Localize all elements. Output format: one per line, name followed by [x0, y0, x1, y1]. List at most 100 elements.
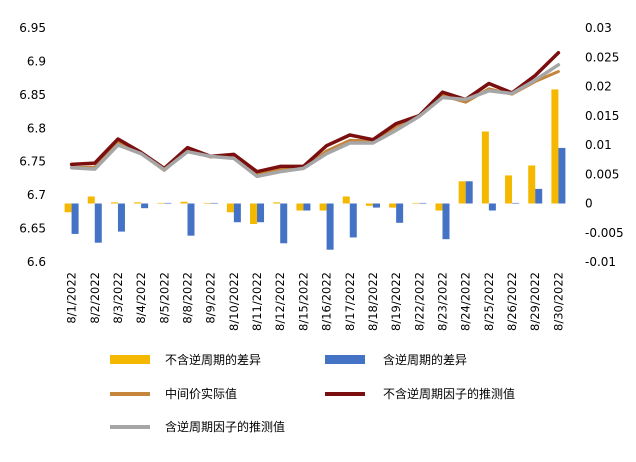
legend-label-actual: 中间价实际值: [165, 386, 237, 401]
bar-no-counter: [134, 202, 142, 204]
lines-layer: [69, 50, 561, 179]
line-est-with-counter: [69, 63, 561, 179]
legend: 不含逆周期的差异 含逆周期的差异 中间价实际值 不含逆周期因子的推测值 含逆周期…: [110, 352, 515, 434]
bar-no-counter: [250, 203, 258, 224]
bar-with-counter: [187, 203, 195, 236]
bar-with-counter: [326, 203, 334, 250]
bar-with-counter: [558, 147, 566, 204]
y-right-tick-label: 0.025: [585, 50, 619, 64]
legend-item-est-no-counter: 不含逆周期因子的推测值: [325, 386, 515, 401]
legend-label-est-with-counter: 含逆周期因子的推测值: [165, 419, 285, 434]
x-tick-label: 8/8/2022: [181, 272, 195, 324]
legend-item-actual: 中间价实际值: [110, 386, 237, 401]
bar-no-counter: [273, 202, 281, 204]
bar-no-counter: [435, 203, 443, 211]
bar-no-counter: [481, 131, 489, 204]
bar-with-counter: [488, 203, 496, 211]
x-tick-label: 8/18/2022: [366, 272, 380, 331]
x-tick-label: 8/15/2022: [296, 272, 310, 331]
bar-no-counter: [389, 203, 397, 208]
y-right-tick-label: 0.03: [585, 21, 612, 35]
y-right-tick-label: 0.015: [585, 109, 619, 123]
bar-with-counter: [233, 203, 241, 223]
bars-layer: [64, 89, 566, 250]
bar-with-counter: [71, 203, 79, 234]
x-tick-label: 8/23/2022: [436, 272, 450, 331]
y-right-tick-label: -0.01: [585, 255, 616, 269]
x-tick-label: 8/11/2022: [250, 272, 264, 331]
y-left-tick-label: 6.8: [27, 121, 46, 135]
bar-with-counter: [465, 181, 473, 204]
y-left-tick-label: 6.95: [19, 21, 46, 35]
legend-swatch-bar-with-counter: [325, 355, 365, 364]
y-right-tick-label: 0: [585, 197, 593, 211]
x-tick-label: 8/3/2022: [111, 272, 125, 324]
x-tick-label: 8/16/2022: [320, 272, 334, 331]
bar-with-counter: [396, 203, 404, 223]
y-left-tick-label: 6.85: [19, 88, 46, 102]
bar-no-counter: [64, 203, 72, 213]
x-tick-label: 8/29/2022: [528, 272, 542, 331]
x-tick-label: 8/30/2022: [551, 272, 565, 331]
x-tick-label: 8/25/2022: [482, 272, 496, 331]
bar-no-counter: [226, 203, 234, 213]
legend-item-bar-no-counter: 不含逆周期的差异: [110, 352, 261, 367]
bar-no-counter: [296, 203, 304, 211]
x-tick-label: 8/9/2022: [204, 272, 218, 324]
y-right-tick-label: 0.005: [585, 167, 619, 181]
legend-label-est-no-counter: 不含逆周期因子的推测值: [383, 386, 515, 401]
bar-no-counter: [87, 196, 95, 204]
bar-no-counter: [342, 196, 350, 204]
x-axis: 8/1/2022 8/2/2022 8/3/2022 8/4/2022 8/5/2022…: [65, 272, 566, 331]
bar-with-counter: [303, 203, 311, 211]
bar-with-counter: [210, 202, 218, 204]
bar-no-counter: [203, 202, 211, 204]
y-right-tick-label: 0.02: [585, 80, 612, 94]
legend-item-bar-with-counter: 含逆周期的差异: [325, 352, 467, 367]
bar-with-counter: [372, 203, 380, 208]
x-tick-label: 8/12/2022: [273, 272, 287, 331]
x-tick-label: 8/4/2022: [134, 272, 148, 324]
y-left-tick-label: 6.6: [27, 255, 46, 269]
bar-with-counter: [349, 203, 357, 238]
bar-no-counter: [528, 165, 536, 204]
x-tick-label: 8/19/2022: [389, 272, 403, 331]
y-left-tick-label: 6.7: [27, 188, 46, 202]
bar-no-counter: [365, 203, 373, 206]
bar-with-counter: [419, 202, 427, 204]
y-left-tick-label: 6.75: [19, 155, 46, 169]
bar-with-counter: [535, 188, 543, 204]
bar-no-counter: [458, 181, 466, 204]
y-axis-left: 6.6 6.65 6.7 6.75 6.8 6.85 6.9 6.95: [19, 21, 46, 269]
x-tick-label: 8/22/2022: [412, 272, 426, 331]
bar-no-counter: [551, 89, 559, 204]
legend-label-bar-no-counter: 不含逆周期的差异: [165, 352, 261, 367]
x-tick-label: 8/1/2022: [65, 272, 79, 324]
legend-label-bar-with-counter: 含逆周期的差异: [383, 352, 467, 367]
x-tick-label: 8/26/2022: [505, 272, 519, 331]
bar-with-counter: [117, 203, 125, 232]
bar-with-counter: [94, 203, 102, 243]
bar-with-counter: [257, 203, 265, 223]
bar-with-counter: [164, 202, 172, 204]
legend-item-est-with-counter: 含逆周期因子的推测值: [110, 419, 285, 434]
x-tick-label: 8/24/2022: [459, 272, 473, 331]
y-left-tick-label: 6.65: [19, 222, 46, 236]
bar-no-counter: [110, 202, 118, 204]
bar-no-counter: [505, 175, 513, 204]
bar-no-counter: [180, 201, 188, 204]
bar-with-counter: [442, 203, 450, 240]
y-right-tick-label: -0.005: [585, 226, 624, 240]
bar-no-counter: [319, 203, 327, 211]
x-tick-label: 8/10/2022: [227, 272, 241, 331]
x-tick-label: 8/17/2022: [343, 272, 357, 331]
bar-no-counter: [412, 202, 420, 204]
bar-with-counter: [512, 202, 520, 204]
bar-with-counter: [280, 203, 288, 244]
y-axis-right: -0.01 -0.005 0 0.005 0.01 0.015 0.02 0.025 0.03: [585, 21, 624, 269]
bar-no-counter: [157, 202, 165, 204]
y-right-tick-label: 0.01: [585, 138, 612, 152]
legend-swatch-bar-no-counter: [110, 355, 150, 364]
